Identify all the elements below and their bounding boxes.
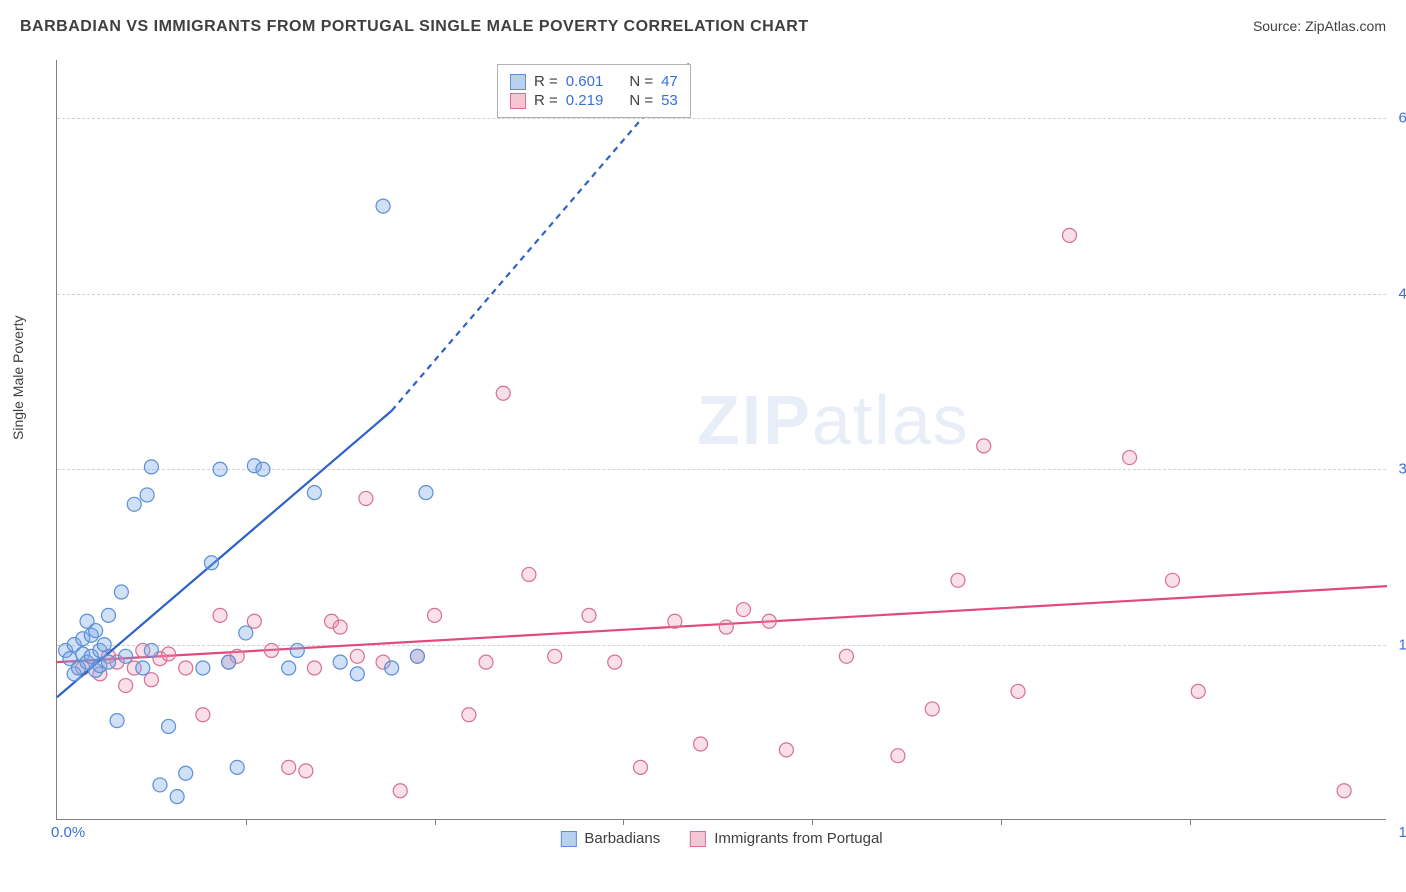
r-value-portugal: 0.219	[566, 92, 604, 109]
correlation-box: R = 0.601 N = 47 R = 0.219 N = 53	[497, 64, 691, 118]
legend-item-portugal: Immigrants from Portugal	[690, 830, 882, 847]
legend-item-barbadians: Barbadians	[560, 830, 660, 847]
r-label: R =	[534, 92, 558, 109]
corr-row-barbadians: R = 0.601 N = 47	[510, 73, 678, 90]
source-label: Source: ZipAtlas.com	[1253, 18, 1386, 34]
corr-row-portugal: R = 0.219 N = 53	[510, 92, 678, 109]
r-label: R =	[534, 73, 558, 90]
swatch-portugal-icon	[510, 93, 526, 109]
n-value-portugal: 53	[661, 92, 678, 109]
legend-label-barbadians: Barbadians	[584, 830, 660, 847]
y-axis-label: Single Male Poverty	[10, 315, 26, 440]
swatch-portugal-icon	[690, 831, 706, 847]
scatter-plot	[57, 60, 1386, 819]
legend-label-portugal: Immigrants from Portugal	[714, 830, 882, 847]
swatch-barbadians-icon	[510, 74, 526, 90]
chart-area: ZIPatlas 15.0%30.0%45.0%60.0%0.0%15.0% R…	[56, 60, 1386, 820]
n-label: N =	[629, 92, 653, 109]
n-value-barbadians: 47	[661, 73, 678, 90]
r-value-barbadians: 0.601	[566, 73, 604, 90]
swatch-barbadians-icon	[560, 831, 576, 847]
bottom-legend: Barbadians Immigrants from Portugal	[560, 830, 882, 847]
n-label: N =	[629, 73, 653, 90]
page-title: BARBADIAN VS IMMIGRANTS FROM PORTUGAL SI…	[20, 18, 809, 36]
